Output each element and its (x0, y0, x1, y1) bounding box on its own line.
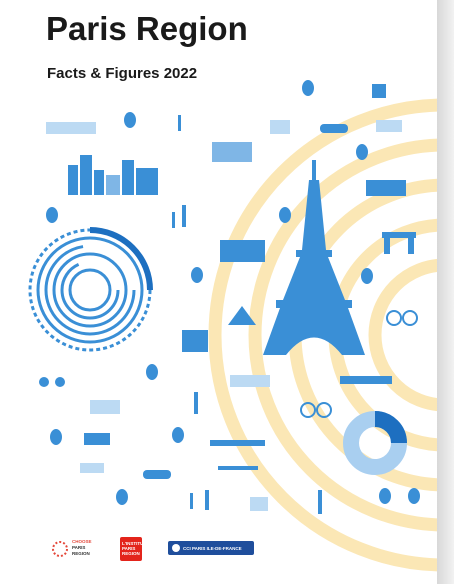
logo-text: PARIS (72, 545, 85, 550)
page-shadow (437, 0, 454, 584)
cover-title: Paris Region (46, 10, 248, 47)
page: {"header": {"title": "Paris Region", "su… (0, 0, 454, 584)
logo-text: CHOOSE (72, 539, 92, 544)
logo-text: CCI PARIS ILE-DE-FRANCE (183, 546, 242, 551)
logo-text: REGION (72, 551, 90, 556)
logo-cci: CCI PARIS ILE-DE-FRANCE (168, 541, 254, 555)
cover-subtitle: Facts & Figures 2022 (47, 65, 197, 82)
cover: Paris Region Facts & Figures 2022 (0, 0, 454, 584)
logo-text: REGION (122, 551, 140, 556)
